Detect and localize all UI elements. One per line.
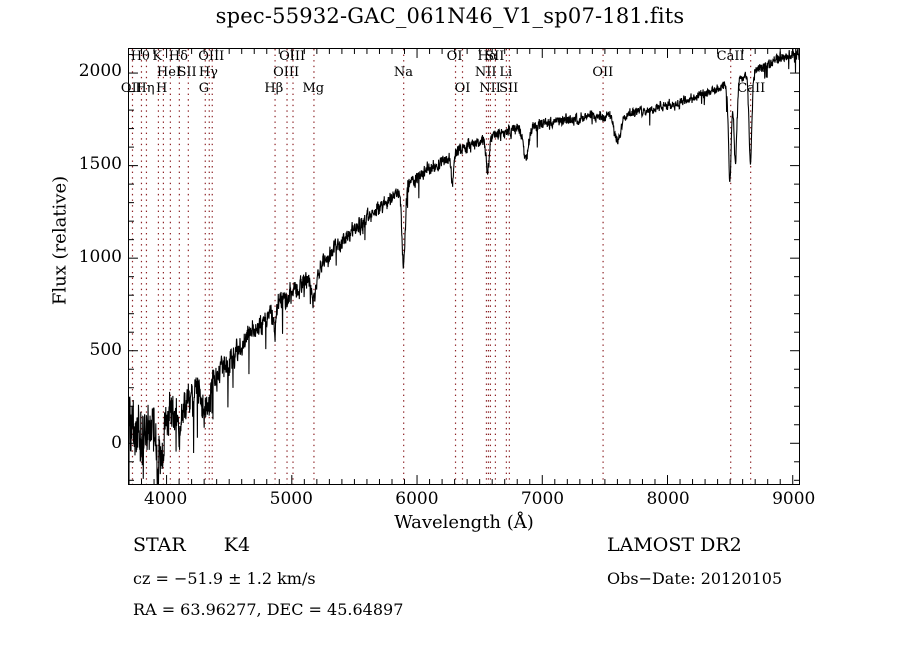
spectral-line-label: CaII: [737, 81, 766, 96]
page-title: spec-55932-GAC_061N46_V1_sp07-181.fits: [215, 4, 685, 28]
spectral-line-label: Hθ: [130, 49, 150, 64]
spectral-line-label: Hβ: [264, 81, 284, 96]
axis-tick-marks: [129, 49, 799, 484]
spectral-line-label: NII: [479, 81, 501, 96]
spectral-line-label: SII: [499, 81, 519, 96]
metadata-footer: STAR K4 cz = −51.9 ± 1.2 km/s RA = 63.96…: [0, 532, 900, 642]
survey-release: LAMOST DR2: [607, 534, 742, 556]
x-tick-label: 6000: [395, 489, 439, 509]
y-axis-label: Flux (relative): [49, 175, 71, 306]
spectral-line-label: G: [198, 81, 210, 96]
spectral-line-markers: [131, 49, 752, 484]
line-label-row-bottom: OII Hη H G Hβ Mg OI NII SII CaII: [121, 81, 800, 98]
x-axis-tick-labels: 4000 5000 6000 7000 8000 9000: [128, 489, 815, 514]
x-tick-label: 8000: [646, 489, 690, 509]
redshift-velocity: cz = −51.9 ± 1.2 km/s: [133, 569, 316, 588]
object-class: STAR: [133, 534, 186, 556]
spectral-line-label: SII: [485, 49, 505, 64]
x-tick-label: 9000: [772, 489, 816, 509]
line-label-row-top: Hθ K Hδ OIII OIII OI Hα SII CaII: [128, 50, 800, 66]
y-tick-label: 2000: [78, 61, 122, 82]
spectrum-curve: [129, 49, 799, 484]
spectral-line-label: CaII: [716, 49, 745, 64]
spectral-line-label: Li: [499, 65, 513, 80]
spectral-line-label: OI: [454, 81, 471, 96]
y-axis-tick-labels: 0 500 1000 1500 2000: [52, 48, 122, 485]
spectral-line-label: Na: [393, 65, 414, 80]
spectral-line-label: Hδ: [168, 49, 188, 64]
y-tick-label: 1500: [78, 154, 122, 175]
spectrum-canvas: [129, 49, 799, 484]
spectral-line-label: OII: [120, 81, 142, 96]
x-tick-label: 5000: [269, 489, 313, 509]
y-tick-label: 1000: [78, 247, 122, 268]
plot-area: [128, 48, 800, 485]
x-tick-label: 7000: [520, 489, 565, 509]
spectral-line-label: OIII: [273, 65, 300, 80]
spectral-type: K4: [223, 534, 251, 556]
spectral-line-label: NII: [474, 65, 497, 80]
y-tick-label: 0: [111, 433, 122, 454]
spectral-line-label: OIII: [279, 49, 306, 64]
spectral-line-label: OIII: [198, 49, 225, 64]
observation-date: Obs−Date: 20120105: [607, 569, 783, 588]
spectral-line-label: HeI: [156, 65, 182, 80]
line-label-row-middle: HeI SII Hγ OIII Na NII Li OII: [128, 66, 800, 82]
spectral-line-label: OI: [446, 49, 463, 64]
spectral-line-label: Hη: [135, 81, 155, 96]
y-tick-label: 500: [89, 340, 122, 361]
object-classification: STAR K4: [133, 536, 250, 555]
spectral-line-label: Hα: [477, 49, 498, 64]
spectral-line-label: Hγ: [198, 65, 218, 80]
spectral-line-label: Mg: [302, 81, 325, 96]
spectral-line-label: H: [155, 81, 168, 96]
sky-coordinates: RA = 63.96277, DEC = 45.64897: [133, 600, 404, 619]
spectral-line-label: SII: [177, 65, 197, 80]
spectral-line-label: OII: [592, 65, 614, 80]
x-axis-label: Wavelength (Å): [394, 512, 534, 533]
x-tick-label: 4000: [144, 489, 188, 509]
spectral-line-label: K: [152, 49, 163, 64]
